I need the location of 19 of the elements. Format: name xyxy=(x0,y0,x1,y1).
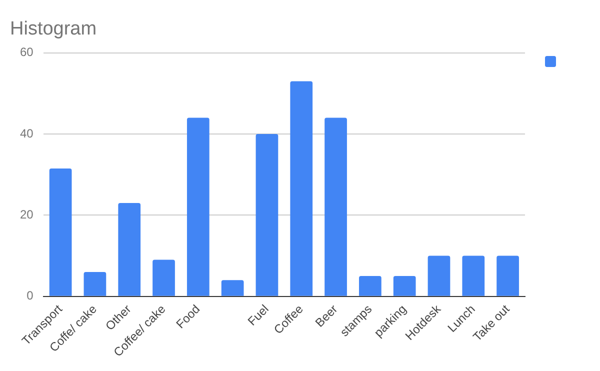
y-tick-label: 60 xyxy=(20,45,34,60)
y-tick-label: 40 xyxy=(20,126,34,140)
bar xyxy=(462,256,485,296)
y-tick-label: 0 xyxy=(26,288,34,303)
bar xyxy=(256,134,278,296)
bar xyxy=(496,256,519,296)
chart-title: Histogram xyxy=(10,18,97,40)
bar xyxy=(118,202,141,296)
bar xyxy=(359,276,382,296)
bar xyxy=(324,118,347,296)
bar xyxy=(152,260,175,296)
bar xyxy=(428,256,450,296)
bar xyxy=(393,276,416,296)
bar xyxy=(221,280,244,296)
bar xyxy=(186,118,210,296)
y-tick-label: 20 xyxy=(20,207,34,222)
bar xyxy=(84,272,106,296)
bar xyxy=(290,81,313,296)
bar xyxy=(49,168,72,296)
